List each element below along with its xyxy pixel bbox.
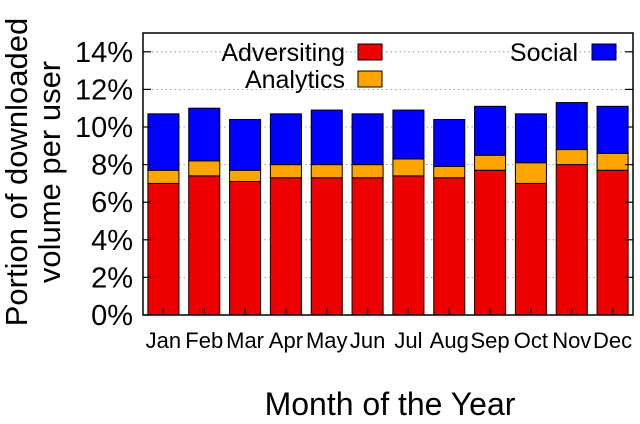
y-tick-label: 8% <box>91 150 133 182</box>
legend-label-social: Social <box>510 39 578 67</box>
bar-analytics-jun <box>351 164 384 179</box>
x-tick-label: Jul <box>394 328 422 353</box>
bar-analytics-mar <box>229 169 262 183</box>
bar-adversiting-nov <box>555 164 588 316</box>
bar-analytics-jul <box>392 158 425 177</box>
bar-analytics-sep <box>474 154 507 171</box>
bar-social-nov <box>555 102 588 151</box>
legend-swatch-adversiting <box>357 43 383 61</box>
bar-social-feb <box>188 107 221 162</box>
x-tick-label: Mar <box>226 328 264 353</box>
grid <box>143 51 633 278</box>
x-tick-label: Oct <box>514 328 548 353</box>
bar-analytics-nov <box>555 149 588 166</box>
bar-adversiting-apr <box>269 177 302 316</box>
y-axis-title-line1: Portion of downloaded <box>0 18 34 327</box>
bar-social-jan <box>147 113 180 171</box>
bar-adversiting-mar <box>229 181 262 316</box>
bar-social-oct <box>514 113 547 164</box>
legend-swatch-social <box>591 43 617 61</box>
bar-analytics-apr <box>269 164 302 179</box>
y-tick-label: 14% <box>75 37 133 69</box>
x-tick-label: Sep <box>471 328 510 353</box>
legend-label-analytics: Analytics <box>245 66 345 94</box>
bar-analytics-feb <box>188 160 221 177</box>
x-tick-label: Jun <box>350 328 385 353</box>
bar-adversiting-jul <box>392 175 425 316</box>
x-tick-label: Jan <box>146 328 181 353</box>
bar-social-jul <box>392 109 425 160</box>
bar-adversiting-oct <box>514 182 547 316</box>
bar-adversiting-aug <box>433 177 466 316</box>
bar-social-may <box>310 109 343 166</box>
bar-analytics-jan <box>147 169 180 184</box>
bar-analytics-aug <box>433 165 466 179</box>
y-tick-label: 2% <box>91 262 133 294</box>
y-tick-label: 10% <box>75 112 133 144</box>
bar-adversiting-feb <box>188 175 221 316</box>
x-tick-label: Aug <box>430 328 469 353</box>
bars <box>147 102 629 316</box>
bar-social-mar <box>229 118 262 171</box>
bar-social-sep <box>474 105 507 156</box>
bar-analytics-dec <box>596 152 629 171</box>
plot-frame <box>142 32 634 316</box>
x-tick-label: Dec <box>593 328 632 353</box>
x-tick-label: Feb <box>185 328 223 353</box>
y-axis-title-line2: volume per user <box>32 61 67 283</box>
bar-social-jun <box>351 113 384 166</box>
bar-analytics-may <box>310 164 343 179</box>
y-tick-label: 4% <box>91 225 133 257</box>
bar-social-dec <box>596 105 629 154</box>
x-tick-label: Apr <box>269 328 303 353</box>
x-axis-title: Month of the Year <box>265 386 516 422</box>
y-tick-label: 6% <box>91 187 133 219</box>
bar-adversiting-jun <box>351 177 384 316</box>
y-tick-label: 12% <box>75 74 133 106</box>
bar-social-apr <box>269 113 302 166</box>
x-tick-label: Nov <box>552 328 591 353</box>
bar-adversiting-jan <box>147 182 180 316</box>
legend-swatch-analytics <box>357 70 383 88</box>
axis-ticks: 0% 2% 4% 6% 8% 10% 12% 14% Jan Feb Mar Apr May Jun Jul… <box>75 37 633 353</box>
bar-adversiting-sep <box>474 169 507 316</box>
bar-adversiting-dec <box>596 169 629 316</box>
legend-label-adversiting: Adversiting <box>221 39 345 67</box>
y-tick-label: 0% <box>91 300 133 332</box>
bar-adversiting-may <box>310 177 343 316</box>
bar-social-aug <box>433 118 466 167</box>
x-tick-label: May <box>306 328 348 353</box>
bar-analytics-oct <box>514 162 547 184</box>
